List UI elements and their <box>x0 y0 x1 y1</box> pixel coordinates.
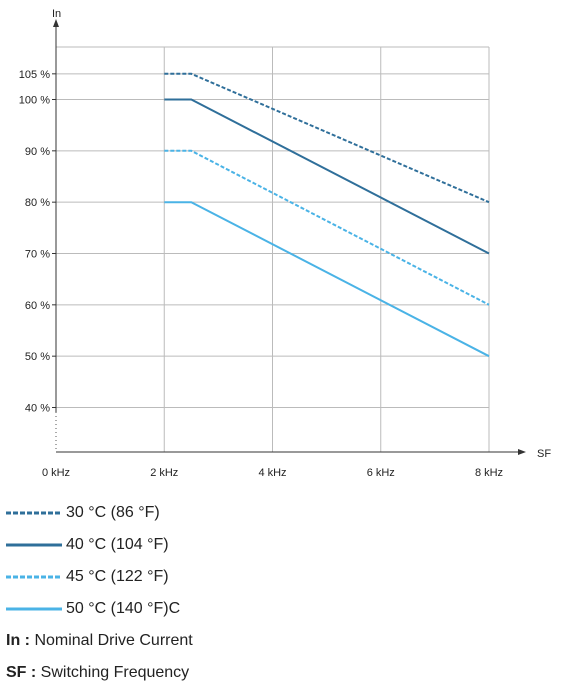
legend-label: 45 °C (122 °F) <box>66 568 169 585</box>
x-tick-label: 2 kHz <box>150 467 178 479</box>
x-axis-arrow-icon <box>518 449 526 455</box>
x-axis-label: SF <box>537 448 551 460</box>
x-tick-label: 6 kHz <box>367 467 395 479</box>
axes: In SF <box>52 8 551 460</box>
notes: In : Nominal Drive Current SF : Switchin… <box>6 625 526 689</box>
note-in: In : Nominal Drive Current <box>6 625 526 657</box>
legend-item: 40 °C (104 °F) <box>6 529 426 561</box>
legend-swatch <box>6 543 62 547</box>
legend: 30 °C (86 °F) 40 °C (104 °F) 45 °C (122 … <box>6 497 426 625</box>
legend-swatch <box>6 575 62 579</box>
tick-labels: 105 % 100 % 90 % 80 % 70 % 60 % 50 % 40 % 0 kHz 2… <box>19 69 503 479</box>
legend-label: 40 °C (104 °F) <box>66 536 169 553</box>
x-tick-label: 4 kHz <box>258 467 286 479</box>
y-axis-arrow-icon <box>53 19 59 27</box>
legend-label: 30 °C (86 °F) <box>66 504 160 521</box>
y-tick-label: 80 % <box>25 197 50 209</box>
series-lines <box>164 72 490 358</box>
x-tick-label: 0 kHz <box>42 467 70 479</box>
series-line <box>164 149 490 306</box>
series-line <box>164 98 490 255</box>
note-key: In : <box>6 632 30 649</box>
y-tick-label: 70 % <box>25 249 50 261</box>
legend-item: 50 °C (140 °F)C <box>6 593 426 625</box>
note-key: SF : <box>6 664 37 681</box>
y-tick-label: 60 % <box>25 300 50 312</box>
legend-swatch <box>6 511 62 515</box>
note-text: Switching Frequency <box>36 664 190 681</box>
y-tick-label: 50 % <box>25 351 50 363</box>
series-line <box>164 72 490 204</box>
legend-item: 45 °C (122 °F) <box>6 561 426 593</box>
legend-item: 30 °C (86 °F) <box>6 497 426 529</box>
series-line <box>164 201 490 358</box>
y-tick-label: 100 % <box>19 95 50 107</box>
note-text: Nominal Drive Current <box>30 632 193 649</box>
y-tick-label: 40 % <box>25 403 50 415</box>
derating-chart: In SF 105 % 100 % 90 % 80 % 70 % 60 % 50 % 40 %… <box>19 8 552 479</box>
note-sf: SF : Switching Frequency <box>6 657 526 689</box>
legend-swatch <box>6 607 62 611</box>
grid <box>56 46 490 452</box>
y-axis-label: In <box>52 8 61 20</box>
legend-label: 50 °C (140 °F)C <box>66 600 181 617</box>
y-tick-label: 105 % <box>19 69 50 81</box>
y-tick-label: 90 % <box>25 146 50 158</box>
x-tick-label: 8 kHz <box>475 467 503 479</box>
